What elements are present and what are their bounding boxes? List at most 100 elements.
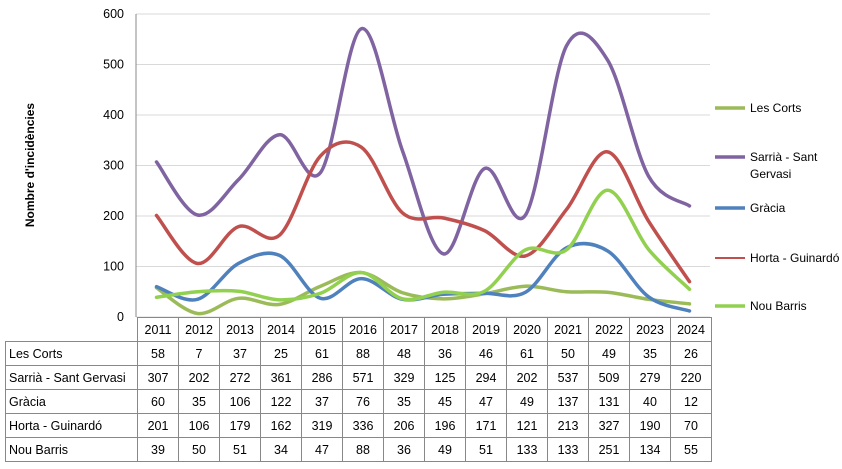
- data-label: 294: [465, 365, 507, 390]
- data-label: 106: [178, 413, 220, 438]
- data-label: 61: [301, 341, 343, 366]
- data-label: 106: [219, 389, 261, 414]
- data-label: 272: [219, 365, 261, 390]
- x-tick-label: 2017: [383, 317, 425, 342]
- x-tick-label: 2013: [219, 317, 261, 342]
- data-label: 206: [383, 413, 425, 438]
- data-label: 45: [424, 389, 466, 414]
- data-label: 251: [588, 437, 630, 462]
- x-tick-label: 2019: [465, 317, 507, 342]
- data-label: 329: [383, 365, 425, 390]
- data-label: 70: [670, 413, 712, 438]
- y-tick-label: 300: [103, 159, 124, 173]
- y-tick-label: 500: [103, 58, 124, 72]
- row-label: Les Corts: [5, 341, 138, 366]
- data-label: 171: [465, 413, 507, 438]
- data-label: 50: [547, 341, 589, 366]
- data-label: 201: [137, 413, 179, 438]
- data-label: 25: [260, 341, 302, 366]
- data-label: 319: [301, 413, 343, 438]
- y-tick-label: 600: [103, 7, 124, 21]
- data-label: 51: [219, 437, 261, 462]
- x-tick-label: 2012: [178, 317, 220, 342]
- x-tick-label: 2016: [342, 317, 384, 342]
- data-label: 162: [260, 413, 302, 438]
- data-label: 49: [424, 437, 466, 462]
- data-label: 286: [301, 365, 343, 390]
- data-label: 26: [670, 341, 712, 366]
- data-label: 509: [588, 365, 630, 390]
- data-label: 35: [383, 389, 425, 414]
- table-row: Nou Barris 39 50 51 34 47 88 36 49 51 133 133 251 134…: [5, 437, 712, 462]
- data-label: 36: [424, 341, 466, 366]
- data-label: 571: [342, 365, 384, 390]
- row-label: Nou Barris: [5, 437, 138, 462]
- series-line-sarri-sant-gervasi: [154, 26, 692, 256]
- data-label: 537: [547, 365, 589, 390]
- data-label: 279: [629, 365, 671, 390]
- series-line-horta-guinard-: [154, 140, 692, 284]
- data-label: 190: [629, 413, 671, 438]
- data-label: 37: [219, 341, 261, 366]
- row-label: Horta - Guinardó: [5, 413, 138, 438]
- data-label: 49: [506, 389, 548, 414]
- data-label: 202: [506, 365, 548, 390]
- data-label: 125: [424, 365, 466, 390]
- data-label: 48: [383, 341, 425, 366]
- x-tick-label: 2024: [670, 317, 712, 342]
- table-row: Horta - Guinardó 201 106 179 162 319 336 206 196…: [5, 413, 712, 438]
- data-label: 213: [547, 413, 589, 438]
- data-label: 131: [588, 389, 630, 414]
- y-axis-label: Nombre d'incidències: [23, 102, 37, 228]
- table-row: Les Corts 58 7 37 25 61 88 48 36 46 61 50 49 35 26: [5, 341, 712, 366]
- data-label: 133: [547, 437, 589, 462]
- data-label: 76: [342, 389, 384, 414]
- data-label: 88: [342, 437, 384, 462]
- data-label: 51: [465, 437, 507, 462]
- data-label: 55: [670, 437, 712, 462]
- data-label: 12: [670, 389, 712, 414]
- data-label: 36: [383, 437, 425, 462]
- data-label: 121: [506, 413, 548, 438]
- data-label: 35: [629, 341, 671, 366]
- data-label: 133: [506, 437, 548, 462]
- data-label: 134: [629, 437, 671, 462]
- data-label: 61: [506, 341, 548, 366]
- series-line-les-corts: [154, 270, 692, 316]
- data-label: 49: [588, 341, 630, 366]
- series-line-nou-barris: [154, 188, 692, 302]
- data-label: 47: [465, 389, 507, 414]
- data-label: 60: [137, 389, 179, 414]
- data-label: 34: [260, 437, 302, 462]
- data-label: 196: [424, 413, 466, 438]
- x-tick-label: 2021: [547, 317, 589, 342]
- data-label: 39: [137, 437, 179, 462]
- x-tick-label: 2014: [260, 317, 302, 342]
- data-label: 37: [301, 389, 343, 414]
- data-label: 88: [342, 341, 384, 366]
- data-label: 220: [670, 365, 712, 390]
- row-label: Gràcia: [5, 389, 138, 414]
- table-header-row: 2011 2012 2013 2014 2015 2016 2017 2018 2019 2020…: [6, 317, 712, 342]
- series-line-gr-cia: [154, 241, 692, 313]
- x-tick-label: 2022: [588, 317, 630, 342]
- y-tick-label: 400: [103, 108, 124, 122]
- data-table: 2011 2012 2013 2014 2015 2016 2017 2018 2019 2020…: [5, 317, 712, 462]
- data-label: 202: [178, 365, 220, 390]
- row-label: Sarrià - Sant Gervasi: [5, 365, 138, 390]
- data-label: 179: [219, 413, 261, 438]
- data-label: 47: [301, 437, 343, 462]
- y-tick-label: 200: [103, 209, 124, 223]
- x-tick-label: 2018: [424, 317, 466, 342]
- y-tick-label: 100: [103, 260, 124, 274]
- x-tick-label: 2015: [301, 317, 343, 342]
- x-tick-label: 2023: [629, 317, 671, 342]
- data-label: 307: [137, 365, 179, 390]
- legend-label: Nou Barris: [750, 299, 807, 313]
- data-label: 50: [178, 437, 220, 462]
- data-label: 58: [137, 341, 179, 366]
- data-label: 46: [465, 341, 507, 366]
- x-tick-label: 2011: [137, 317, 179, 342]
- data-label: 7: [178, 341, 220, 366]
- y-tick-label: 0: [117, 310, 124, 324]
